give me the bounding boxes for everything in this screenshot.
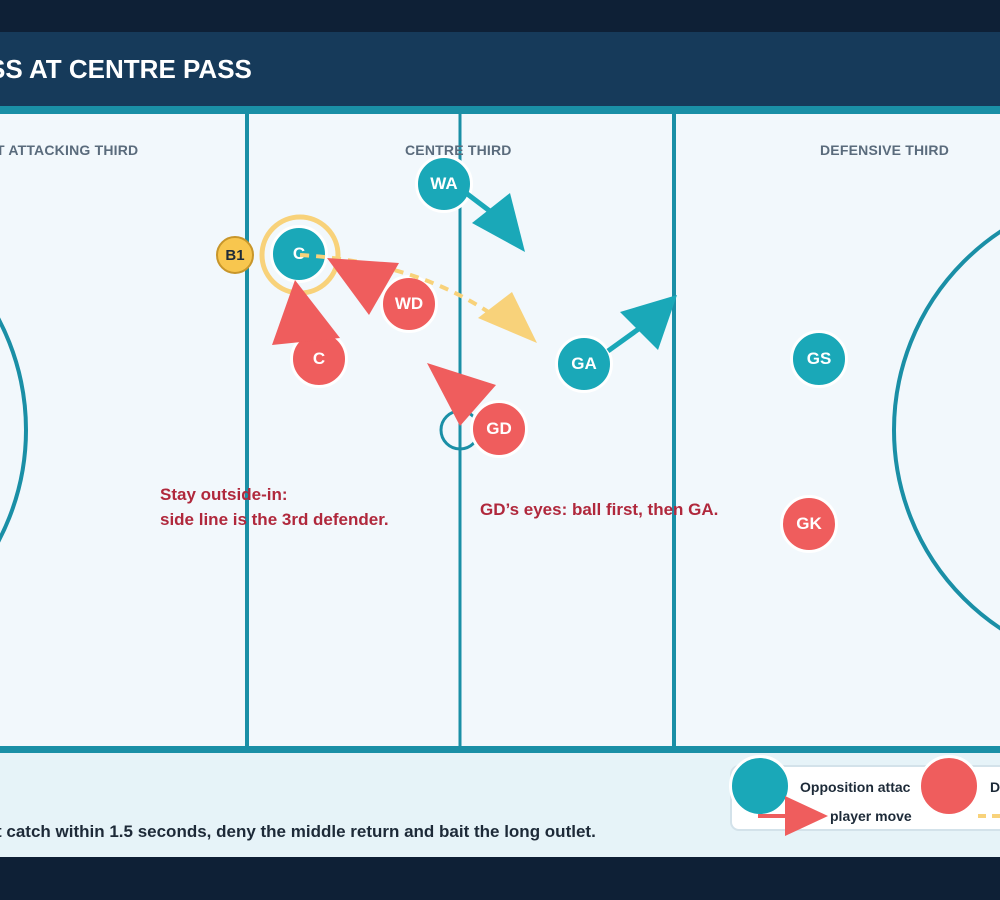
player-wa: WA bbox=[415, 155, 473, 213]
legend-move-label: player move bbox=[830, 808, 912, 824]
zone-label-attacking: T ATTACKING THIRD bbox=[0, 142, 139, 158]
header-bar: SS AT CENTRE PASS bbox=[0, 32, 1000, 106]
note-outside-in: Stay outside-in: side line is the 3rd de… bbox=[160, 482, 389, 532]
note-outside-in-line2: side line is the 3rd defender. bbox=[160, 510, 389, 529]
legend-defence-swatch bbox=[918, 755, 980, 817]
legend-move-arrowhead bbox=[785, 796, 828, 836]
wa-move-arrowhead bbox=[472, 193, 525, 252]
footer-instruction: t catch within 1.5 seconds, deny the mid… bbox=[0, 822, 596, 841]
note-outside-in-line1: Stay outside-in: bbox=[160, 485, 288, 504]
pass-arrowhead bbox=[478, 292, 537, 343]
player-c-attack: C bbox=[270, 225, 328, 283]
page-title: SS AT CENTRE PASS bbox=[0, 54, 252, 84]
pass-path bbox=[299, 253, 502, 322]
player-wd: WD bbox=[380, 275, 438, 333]
court-top-border bbox=[0, 106, 1000, 114]
ga-move-arrowhead bbox=[620, 295, 677, 350]
player-ga: GA bbox=[555, 335, 613, 393]
player-gs: GS bbox=[790, 330, 848, 388]
zone-label-defensive: DEFENSIVE THIRD bbox=[820, 142, 950, 158]
player-gk: GK bbox=[780, 495, 838, 553]
legend-defence-label: D bbox=[990, 779, 1000, 795]
note-gd-eyes: GD’s eyes: ball first, then GA. bbox=[480, 500, 719, 519]
shooting-circle-right bbox=[892, 229, 1000, 631]
court-bottom-border bbox=[0, 746, 1000, 753]
zone-label-centre: CENTRE THIRD bbox=[405, 142, 512, 158]
ball-token: B1 bbox=[216, 236, 254, 274]
wd-move-arrowhead bbox=[327, 258, 399, 315]
gd-move-arrowhead bbox=[427, 363, 496, 426]
ga-move-line bbox=[606, 325, 642, 354]
shooting-circle-left bbox=[0, 317, 28, 543]
player-gd: GD bbox=[470, 400, 528, 458]
c-defence-move-arrowhead bbox=[272, 280, 340, 345]
legend-attack-swatch bbox=[729, 755, 791, 817]
legend-attack-label: Opposition attac bbox=[800, 779, 911, 795]
